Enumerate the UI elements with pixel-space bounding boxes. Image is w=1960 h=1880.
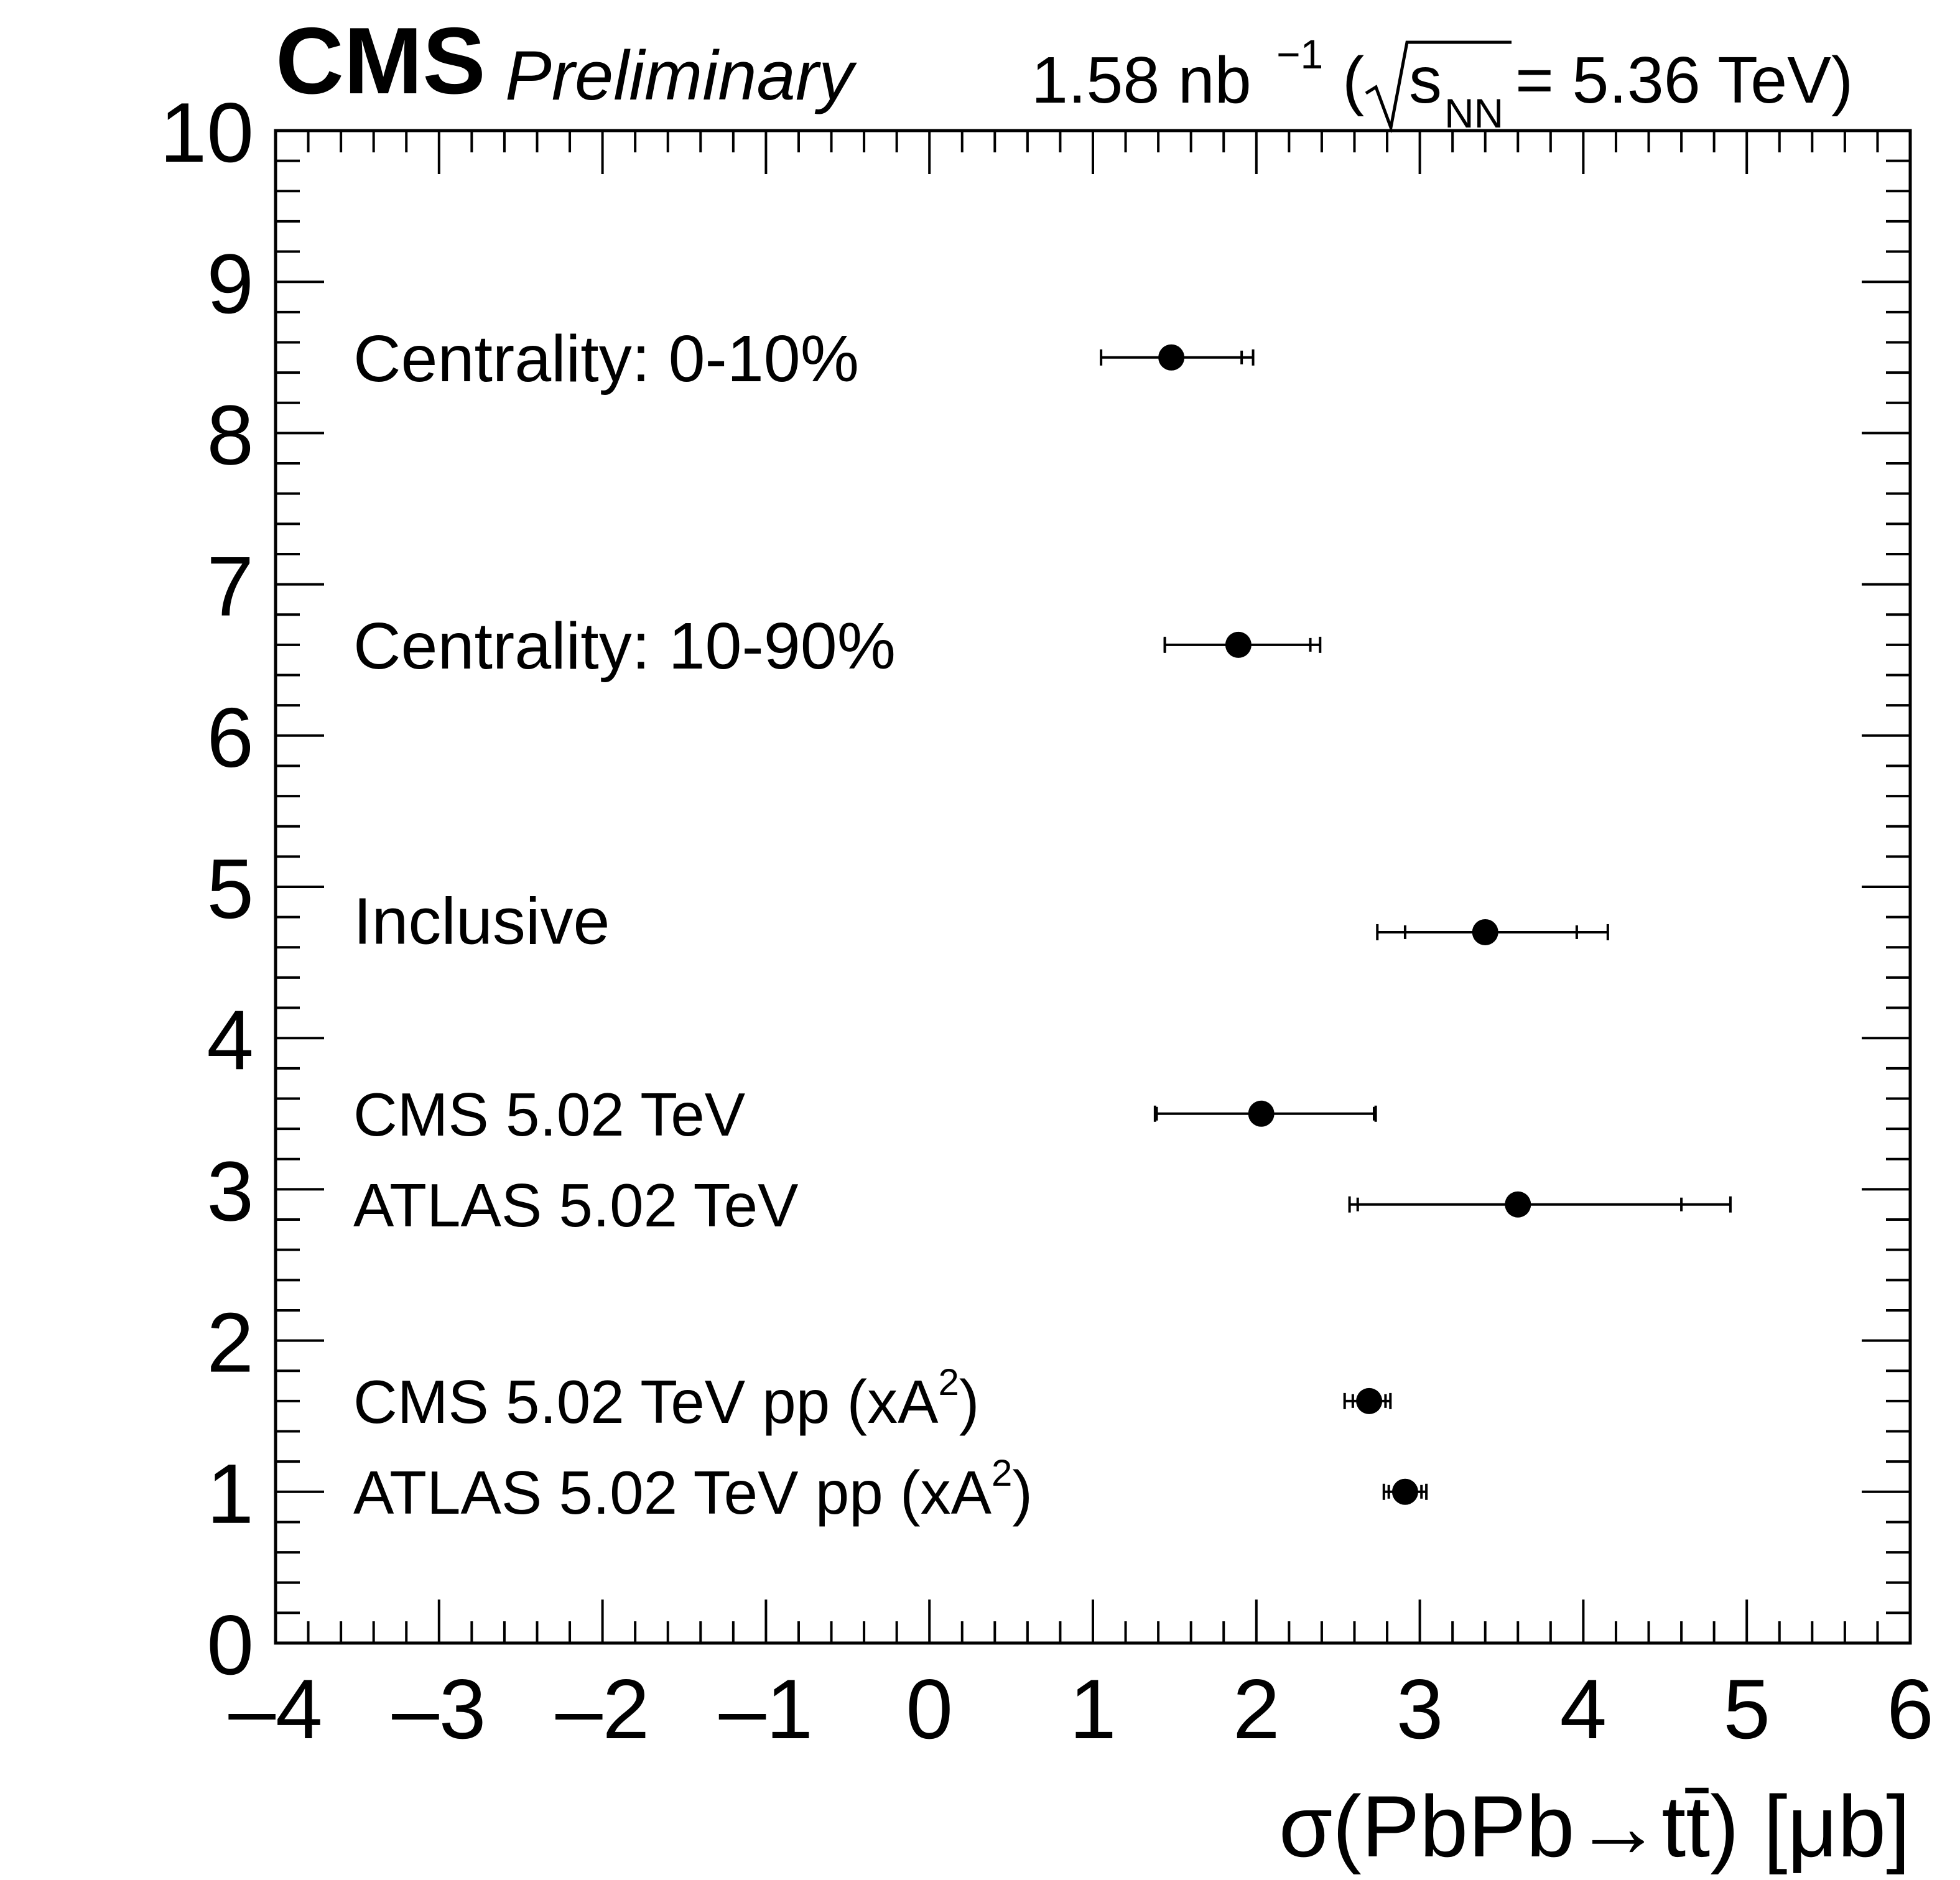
data-point: [1348, 1191, 1732, 1218]
point-label: Inclusive: [353, 885, 610, 958]
plot-frame: [274, 129, 1912, 1645]
axis-ticks: [274, 129, 1911, 1644]
y-tick-label: 2: [207, 1295, 254, 1390]
y-tick-label: 6: [207, 690, 254, 785]
x-tick-label: 6: [1887, 1662, 1934, 1756]
point-label: CMS 5.02 TeV pp (xA2): [353, 1361, 980, 1436]
point-labels: Centrality: 0-10% Centrality: 10-90% Inclu…: [353, 322, 1033, 1527]
point-label: Centrality: 10-90%: [353, 609, 896, 683]
sqrt-variable: s: [1409, 44, 1442, 117]
data-points: [1100, 344, 1732, 1505]
status-label: Preliminary: [505, 37, 857, 114]
x-tick-label: 0: [906, 1662, 953, 1756]
x-tick-label: 1: [1069, 1662, 1117, 1756]
x-tick-labels: –4 –3 –2 –1 0 1 2 3 4 5 6: [228, 1662, 1933, 1756]
y-tick-label: 0: [207, 1598, 254, 1692]
data-point: [1100, 344, 1255, 371]
point-label: ATLAS 5.02 TeV: [353, 1171, 798, 1239]
point-marker: [1225, 631, 1252, 658]
x-tick-label: 5: [1723, 1662, 1770, 1756]
y-tick-label: 8: [207, 387, 254, 482]
energy-open-paren: (: [1342, 44, 1364, 117]
x-tick-label: 3: [1396, 1662, 1444, 1756]
x-tick-label: –3: [392, 1662, 486, 1756]
x-axis-title: σ(PbPb→tt̄) [μb]: [1279, 1777, 1910, 1875]
point-marker: [1158, 344, 1185, 371]
y-tick-label: 9: [207, 236, 254, 331]
data-point: [1343, 1387, 1392, 1414]
point-label: ATLAS 5.02 TeV pp (xA2): [353, 1452, 1033, 1527]
data-point: [1153, 1100, 1377, 1127]
y-tick-label: 1: [207, 1447, 254, 1541]
point-marker: [1356, 1387, 1383, 1414]
point-marker: [1472, 919, 1498, 945]
lumi-exponent: −1: [1276, 31, 1323, 77]
sqrt-subscript: NN: [1444, 90, 1503, 136]
data-point: [1163, 631, 1322, 658]
y-tick-label: 4: [207, 993, 254, 1087]
lumi-label: 1.58 nb −1 ( s NN = 5.36 TeV): [1031, 31, 1853, 136]
sqrt-symbol: [1365, 40, 1512, 134]
point-marker: [1391, 1478, 1418, 1505]
x-tick-label: –1: [719, 1662, 813, 1756]
point-marker: [1505, 1191, 1531, 1218]
x-tick-label: –4: [228, 1662, 322, 1756]
y-tick-label: 7: [207, 539, 254, 634]
y-tick-label: 5: [207, 841, 254, 936]
point-marker: [1248, 1100, 1275, 1127]
data-point: [1382, 1478, 1428, 1505]
x-tick-label: –2: [555, 1662, 649, 1756]
lumi-value: 1.58 nb: [1031, 44, 1252, 117]
y-tick-label: 3: [207, 1144, 254, 1238]
energy-value: = 5.36 TeV): [1515, 44, 1853, 117]
y-tick-labels: 0 1 2 3 4 5 6 7 8 9 10: [160, 85, 254, 1692]
y-tick-label: 10: [160, 85, 254, 180]
experiment-label: CMS: [276, 8, 486, 114]
point-label: Centrality: 0-10%: [353, 322, 859, 396]
x-tick-label: 2: [1233, 1662, 1280, 1756]
x-tick-label: 4: [1560, 1662, 1607, 1756]
data-point: [1376, 919, 1609, 945]
point-label: CMS 5.02 TeV: [353, 1080, 745, 1149]
